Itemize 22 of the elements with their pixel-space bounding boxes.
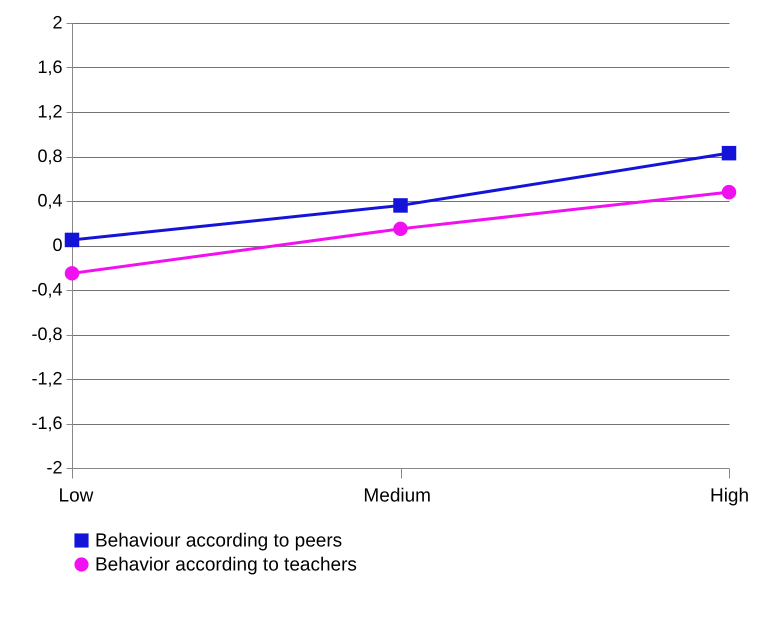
y-tick-label: -1,2 bbox=[31, 368, 62, 388]
point bbox=[722, 184, 736, 200]
legend-label: Behavior according to teachers bbox=[95, 554, 357, 576]
y-tick-label: 0,8 bbox=[37, 146, 62, 166]
y-tick-label: 0 bbox=[52, 235, 62, 255]
point bbox=[722, 146, 736, 160]
y-tick-label: -0,8 bbox=[31, 324, 62, 344]
point bbox=[64, 266, 80, 281]
x-tick-label: Low bbox=[58, 486, 94, 506]
y-tick-label: -0,4 bbox=[31, 280, 62, 300]
point bbox=[64, 232, 80, 248]
y-tick-label: 1,2 bbox=[37, 102, 62, 122]
x-tick-label: Medium bbox=[363, 486, 431, 506]
y-tick-label: -2 bbox=[46, 458, 62, 478]
y-tick-label: 0,4 bbox=[37, 190, 62, 210]
x-tick-label: High bbox=[710, 486, 750, 506]
y-tick-label: 1,6 bbox=[37, 57, 62, 77]
legend-label: Behaviour according to peers bbox=[95, 530, 342, 552]
y-tick-label: 2 bbox=[52, 12, 62, 32]
point bbox=[393, 198, 408, 213]
y-tick-label: -1,6 bbox=[31, 413, 62, 433]
point bbox=[393, 222, 408, 236]
